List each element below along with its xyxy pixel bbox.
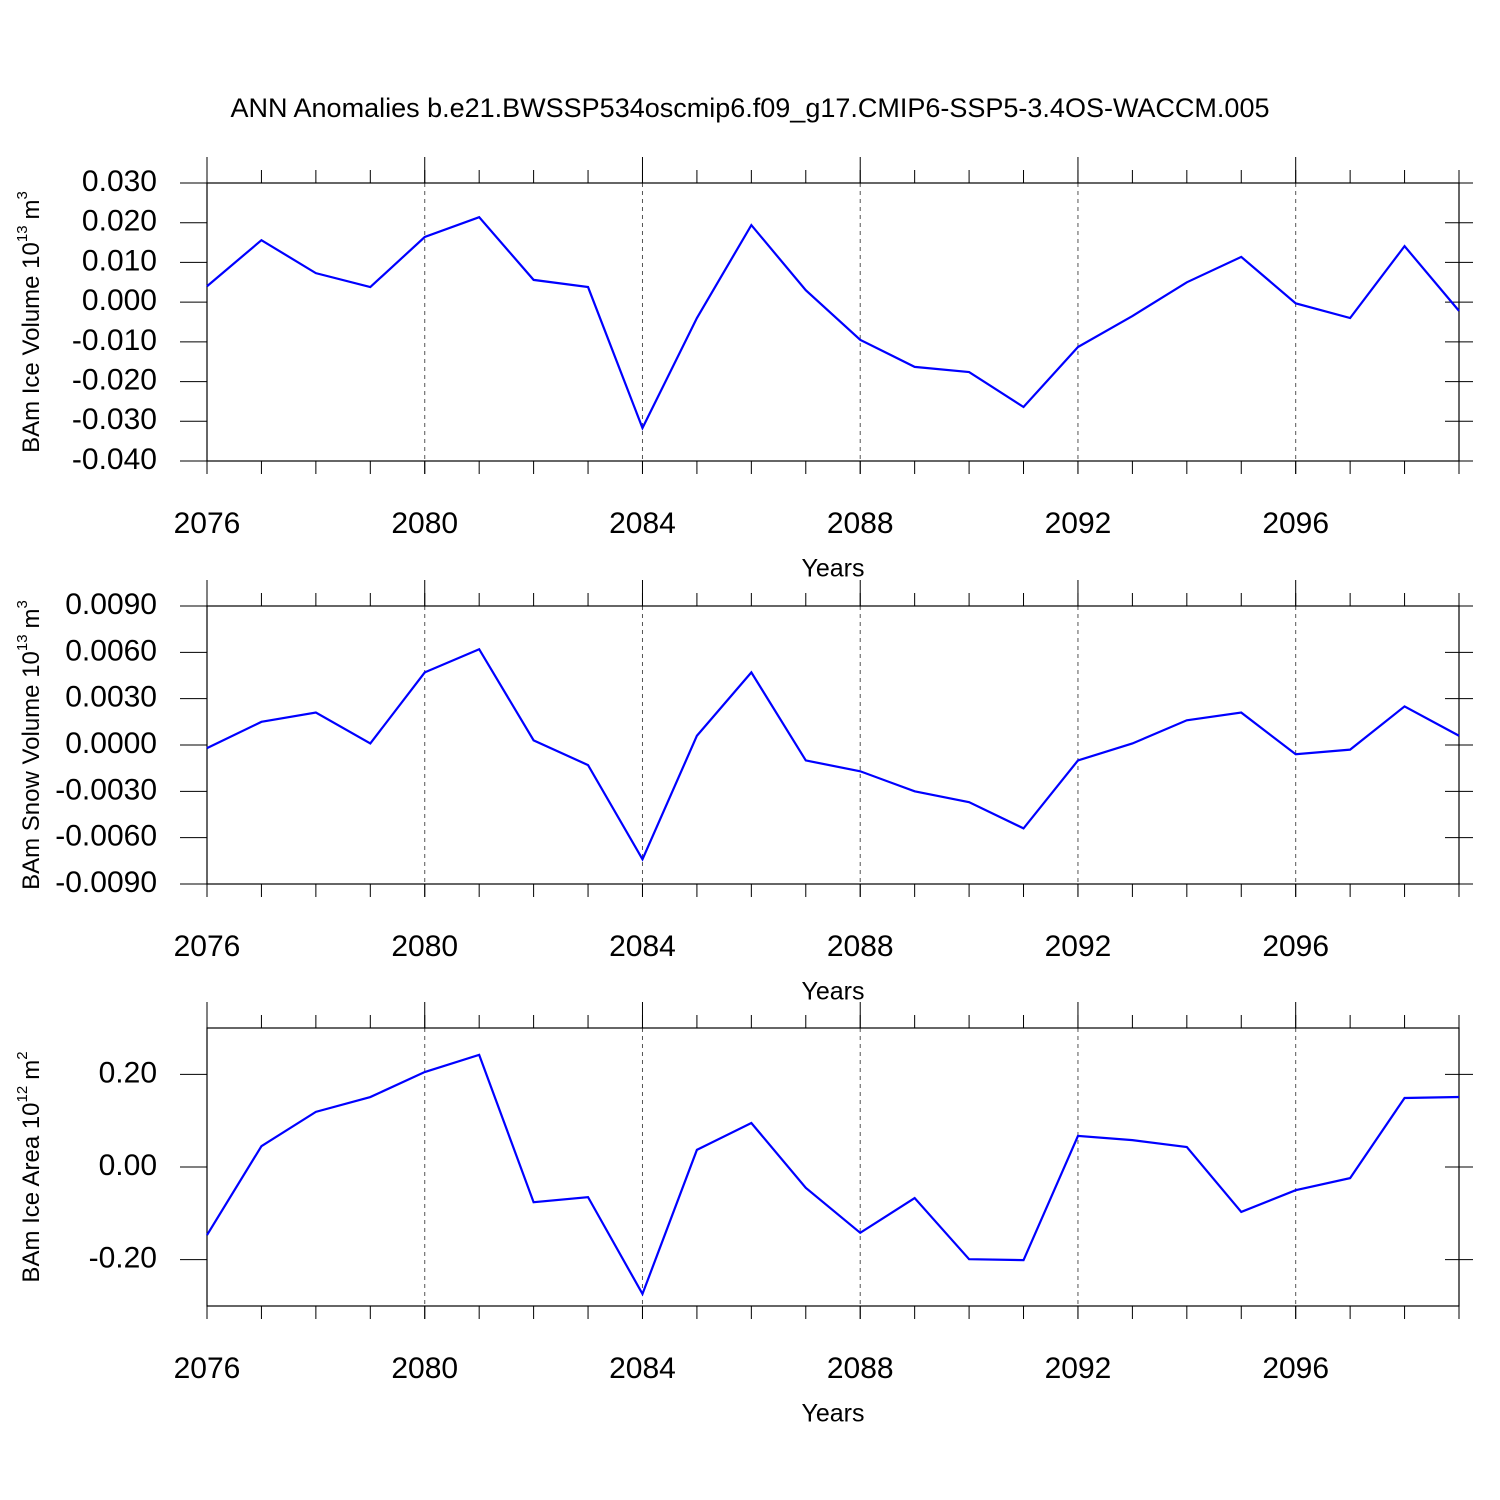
y-tick-label: -0.020 — [72, 363, 157, 396]
y-tick-label: 0.030 — [82, 165, 157, 198]
x-tick-label: 2092 — [1045, 1352, 1112, 1385]
y-axis-label-part: m — [18, 199, 45, 219]
x-tick-label: 2080 — [391, 507, 458, 540]
y-axis-label-part: BAm Ice Area 10 — [18, 1102, 45, 1282]
plot-frame — [206, 1027, 1460, 1307]
y-tick-label: 0.010 — [82, 244, 157, 277]
y-tick-label: 0.20 — [99, 1056, 157, 1089]
chart-title: ANN Anomalies b.e21.BWSSP534oscmip6.f09_… — [231, 93, 1270, 123]
y-tick-label: 0.000 — [82, 284, 157, 317]
y-tick-label: 0.020 — [82, 205, 157, 238]
y-tick-label: -0.0030 — [55, 773, 157, 806]
x-tick-label: 2092 — [1045, 930, 1112, 963]
y-tick-label: 0.0060 — [65, 634, 157, 667]
x-tick-label: 2076 — [174, 930, 241, 963]
y-tick-label: -0.0090 — [55, 866, 157, 899]
x-tick-label: 2088 — [827, 507, 894, 540]
y-axis-label-exponent: 3 — [14, 191, 31, 199]
data-line — [206, 647, 1460, 862]
x-tick-label: 2088 — [827, 930, 894, 963]
x-axis-label: Years — [801, 1400, 864, 1428]
x-tick-label: 2076 — [174, 507, 241, 540]
plot-frame — [206, 182, 1460, 462]
y-tick-label: -0.0060 — [55, 820, 157, 853]
y-axis-label: BAm Snow Volume 1013 m3 — [14, 600, 45, 890]
y-tick-label: 0.0000 — [65, 727, 157, 760]
x-tick-label: 2084 — [609, 1352, 676, 1385]
y-axis-label-part: m — [18, 608, 45, 628]
y-axis-label-part: m — [18, 1060, 45, 1080]
y-tick-label: 0.00 — [99, 1149, 157, 1182]
y-axis-label-exponent: 3 — [14, 600, 31, 608]
y-axis-label: BAm Ice Volume 1013 m3 — [14, 191, 45, 453]
x-tick-label: 2080 — [391, 930, 458, 963]
y-axis-label: BAm Ice Area 1012 m2 — [14, 1051, 45, 1282]
y-tick-label: -0.20 — [89, 1242, 157, 1275]
data-line — [206, 215, 1460, 431]
x-tick-label: 2088 — [827, 1352, 894, 1385]
x-tick-label: 2076 — [174, 1352, 241, 1385]
y-tick-label: -0.010 — [72, 324, 157, 357]
y-tick-label: 0.0090 — [65, 588, 157, 621]
y-axis-label-part: BAm Ice Volume 10 — [18, 242, 45, 453]
x-tick-label: 2096 — [1262, 1352, 1329, 1385]
x-tick-label: 2092 — [1045, 507, 1112, 540]
data-line — [206, 1053, 1460, 1297]
y-axis-label-part: BAm Snow Volume 10 — [18, 651, 45, 890]
x-tick-label: 2080 — [391, 1352, 458, 1385]
x-axis-label: Years — [801, 978, 864, 1006]
y-tick-label: -0.040 — [72, 443, 157, 476]
y-tick-label: -0.030 — [72, 403, 157, 436]
y-axis-label-exponent: 13 — [14, 225, 31, 242]
x-tick-label: 2084 — [609, 507, 676, 540]
y-axis-label-exponent: 12 — [14, 1086, 31, 1103]
x-tick-label: 2084 — [609, 930, 676, 963]
y-axis-label-exponent: 2 — [14, 1051, 31, 1059]
y-tick-label: 0.0030 — [65, 681, 157, 714]
x-tick-label: 2096 — [1262, 507, 1329, 540]
y-axis-label-exponent: 13 — [14, 634, 31, 651]
x-axis-label: Years — [801, 555, 864, 583]
x-tick-label: 2096 — [1262, 930, 1329, 963]
plot-frame — [206, 605, 1460, 885]
